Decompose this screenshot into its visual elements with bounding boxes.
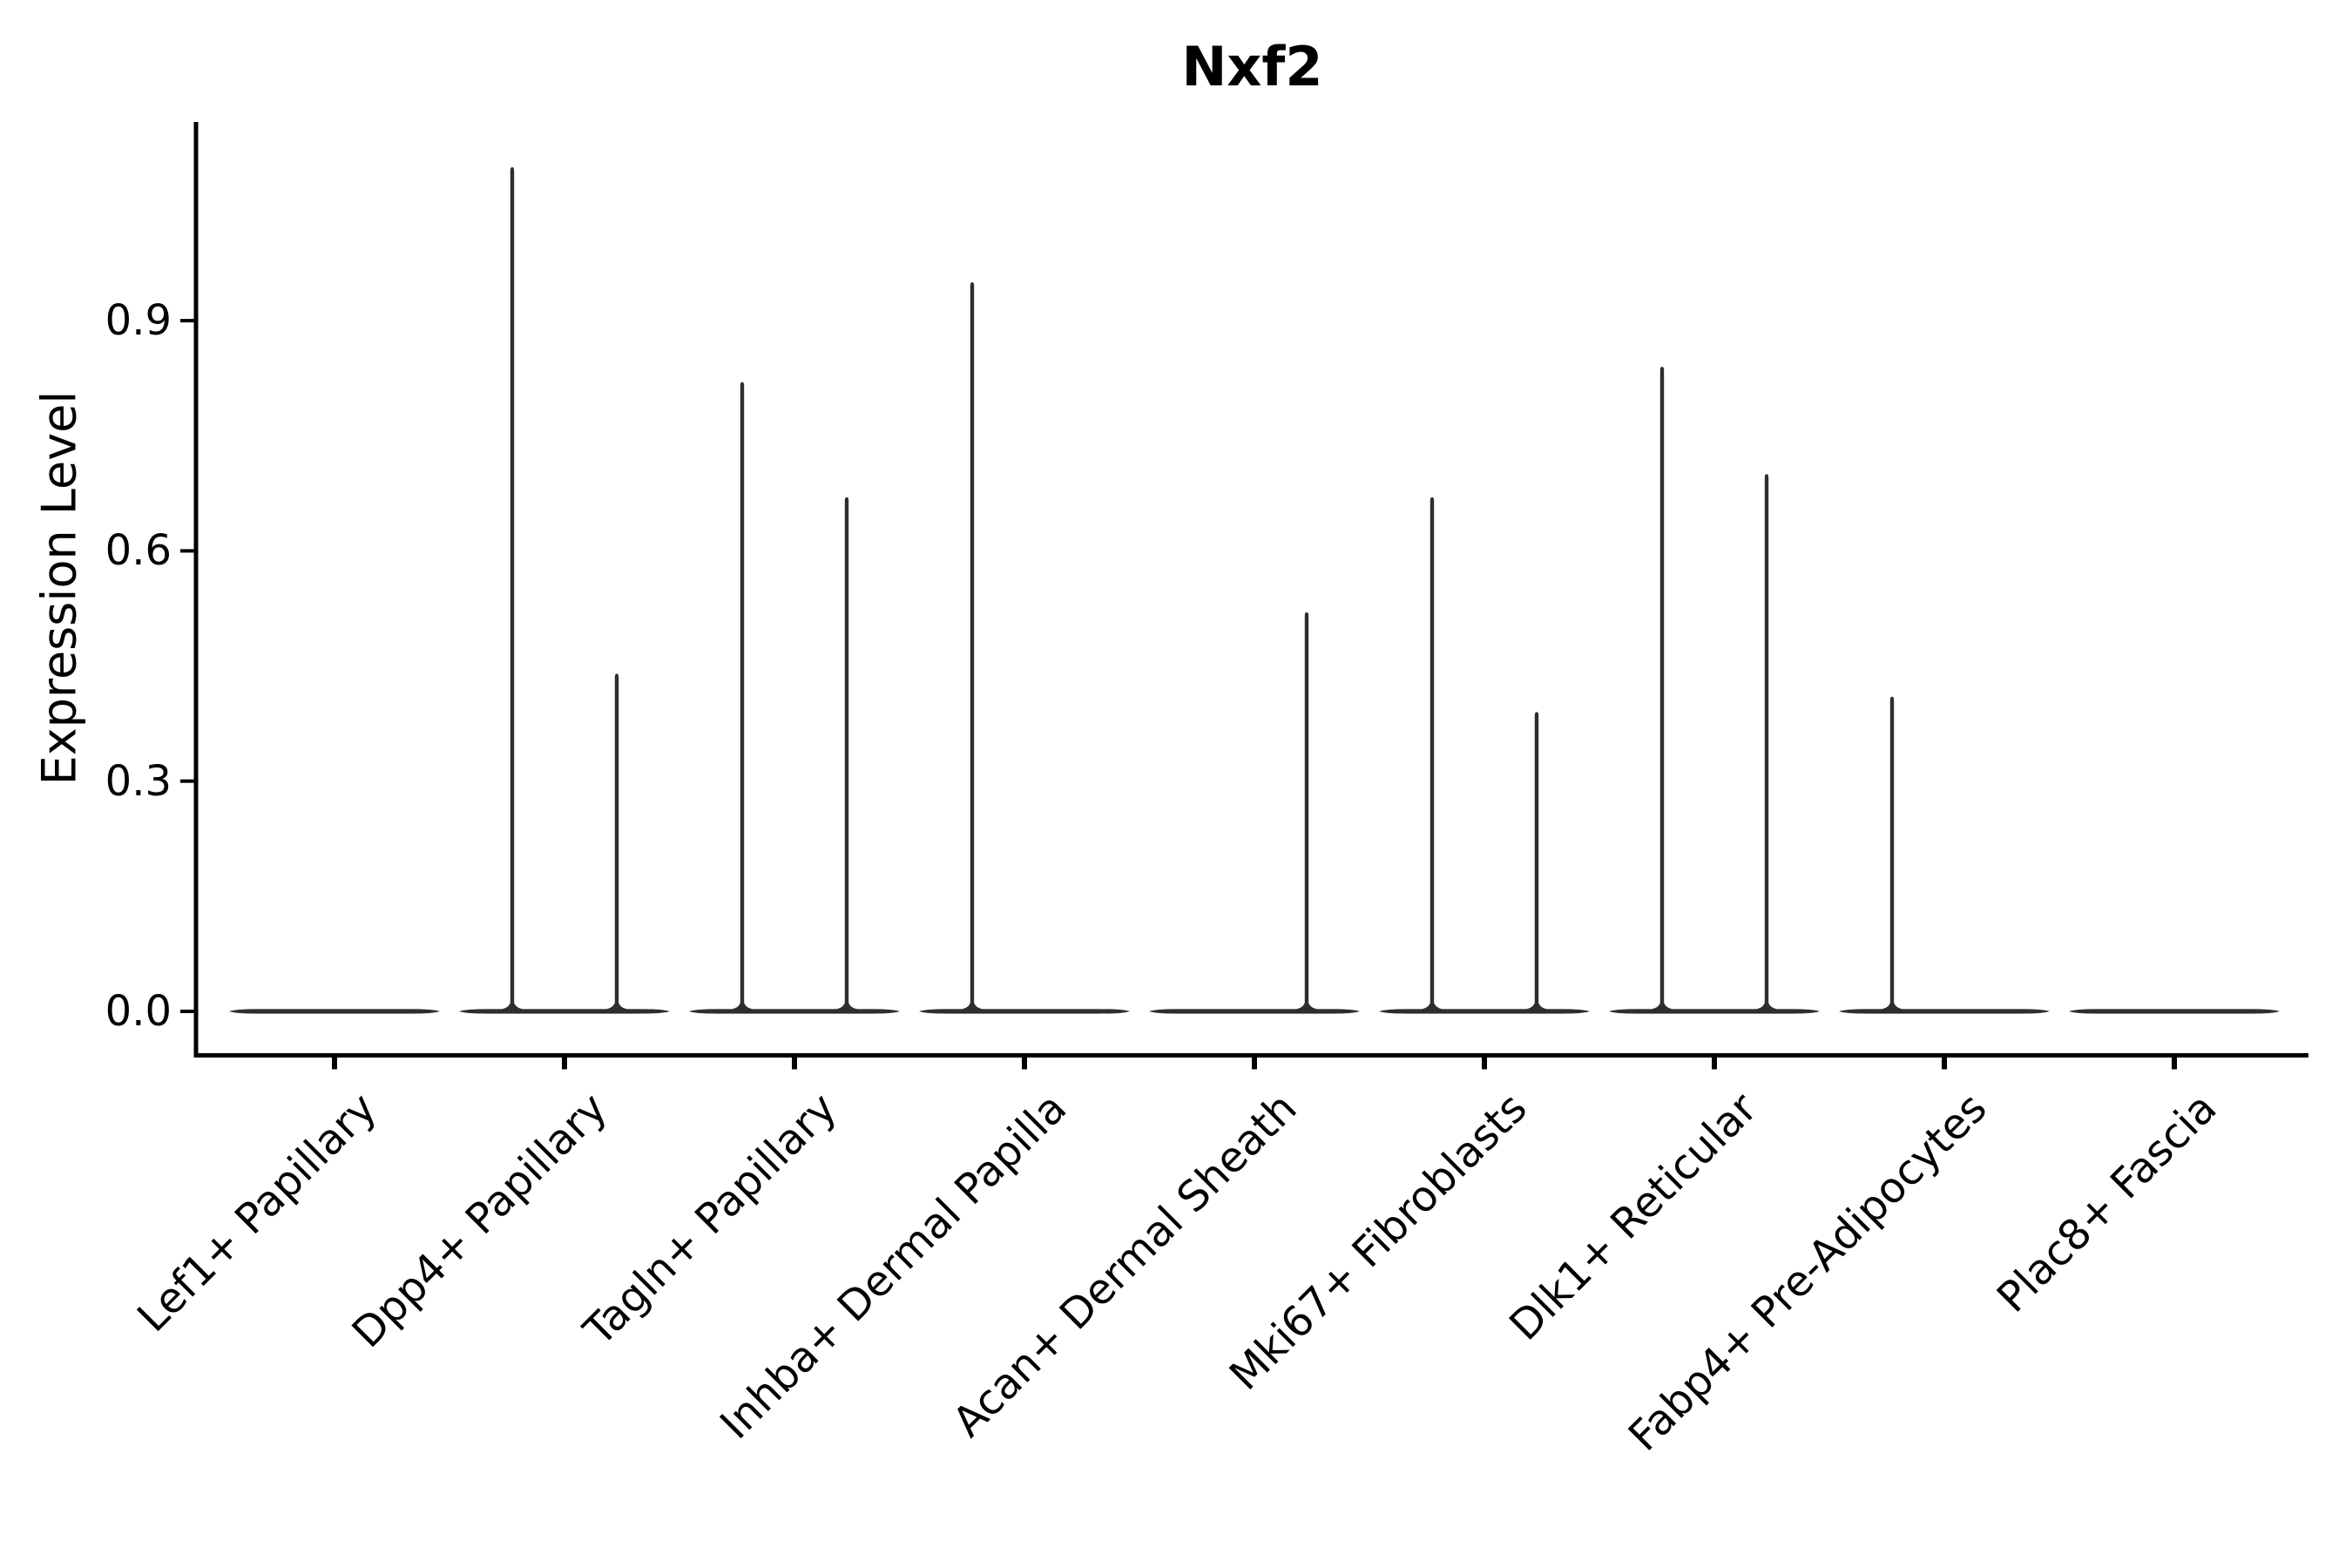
violin-base [1149, 1009, 1360, 1014]
violin-base [1839, 1009, 2050, 1014]
x-tick [1252, 1055, 1257, 1070]
y-tick-label: 0.0 [105, 987, 172, 1036]
y-tick [180, 549, 196, 553]
y-axis-spine [193, 122, 199, 1058]
x-tick [2172, 1055, 2177, 1070]
x-tick [792, 1055, 797, 1070]
y-tick-label: 0.6 [105, 526, 172, 576]
x-tick [1712, 1055, 1717, 1070]
y-tick-label: 0.9 [105, 296, 172, 346]
violin-base [229, 1009, 440, 1014]
violin-spike [1878, 696, 1906, 1010]
violin-spike [1523, 712, 1551, 1010]
y-axis-label: Expression Level [31, 390, 87, 786]
violin-base [1609, 1009, 1820, 1014]
y-tick [180, 1010, 196, 1013]
violin-base [459, 1009, 670, 1014]
violin-spike [958, 282, 986, 1010]
violin-spike [728, 382, 756, 1010]
x-tick [562, 1055, 567, 1070]
violin-base [2069, 1009, 2280, 1014]
violin-base [919, 1009, 1130, 1014]
x-tick [1022, 1055, 1027, 1070]
violin-base [689, 1009, 900, 1014]
y-tick [180, 779, 196, 783]
violin-spike [498, 166, 526, 1010]
x-axis-spine [193, 1053, 2308, 1058]
violin-base [1379, 1009, 1590, 1014]
chart-title: Nxf2 [1181, 35, 1323, 98]
x-tick [1482, 1055, 1487, 1070]
y-tick [180, 319, 196, 323]
violin-spike [1293, 612, 1321, 1010]
violin-spike [1753, 474, 1781, 1010]
violin-spike [1648, 366, 1676, 1010]
violin-spike [603, 673, 631, 1010]
violin-spike [1418, 497, 1446, 1010]
violin-spike [833, 497, 861, 1010]
x-tick [1942, 1055, 1947, 1070]
y-tick-label: 0.3 [105, 756, 172, 806]
x-tick [332, 1055, 337, 1070]
